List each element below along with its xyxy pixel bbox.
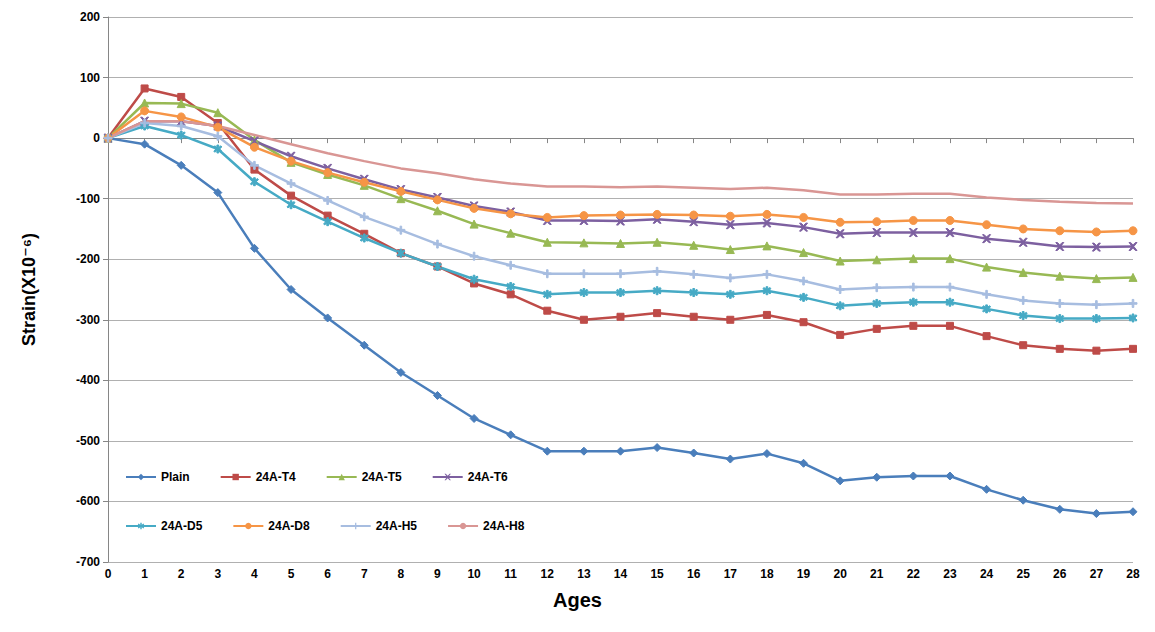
- svg-text:Strain(X10⁻⁶): Strain(X10⁻⁶): [19, 233, 39, 346]
- svg-text:0: 0: [93, 131, 100, 145]
- svg-text:24A-H8: 24A-H8: [483, 519, 525, 533]
- svg-text:21: 21: [870, 567, 884, 581]
- svg-text:24A-D5: 24A-D5: [161, 519, 203, 533]
- svg-text:16: 16: [687, 567, 701, 581]
- svg-text:200: 200: [80, 10, 100, 24]
- svg-text:5: 5: [288, 567, 295, 581]
- svg-text:18: 18: [760, 567, 774, 581]
- svg-text:0: 0: [105, 567, 112, 581]
- svg-text:20: 20: [833, 567, 847, 581]
- svg-text:7: 7: [361, 567, 368, 581]
- svg-text:14: 14: [614, 567, 628, 581]
- svg-text:24A-D8: 24A-D8: [268, 519, 310, 533]
- svg-text:6: 6: [324, 567, 331, 581]
- svg-text:-400: -400: [76, 373, 100, 387]
- svg-text:24: 24: [980, 567, 994, 581]
- svg-text:-200: -200: [76, 252, 100, 266]
- svg-text:12: 12: [541, 567, 555, 581]
- svg-text:9: 9: [434, 567, 441, 581]
- svg-text:Ages: Ages: [553, 589, 602, 611]
- svg-text:10: 10: [467, 567, 481, 581]
- svg-text:23: 23: [943, 567, 957, 581]
- svg-text:22: 22: [907, 567, 921, 581]
- svg-text:1: 1: [141, 567, 148, 581]
- svg-text:-600: -600: [76, 494, 100, 508]
- svg-text:24A-T6: 24A-T6: [468, 470, 508, 484]
- svg-text:2: 2: [178, 567, 185, 581]
- svg-text:8: 8: [398, 567, 405, 581]
- svg-text:4: 4: [251, 567, 258, 581]
- svg-text:Plain: Plain: [161, 470, 190, 484]
- svg-text:25: 25: [1016, 567, 1030, 581]
- svg-text:17: 17: [724, 567, 738, 581]
- svg-text:11: 11: [504, 567, 517, 581]
- svg-text:-500: -500: [76, 434, 100, 448]
- svg-text:26: 26: [1053, 567, 1067, 581]
- svg-text:-700: -700: [76, 555, 100, 569]
- svg-text:3: 3: [214, 567, 221, 581]
- svg-text:-300: -300: [76, 313, 100, 327]
- svg-text:24A-T5: 24A-T5: [362, 470, 402, 484]
- svg-text:-100: -100: [76, 192, 100, 206]
- svg-text:28: 28: [1126, 567, 1140, 581]
- svg-text:100: 100: [80, 71, 100, 85]
- svg-text:15: 15: [650, 567, 664, 581]
- svg-text:13: 13: [577, 567, 591, 581]
- svg-text:24A-T4: 24A-T4: [256, 470, 296, 484]
- svg-text:24A-H5: 24A-H5: [376, 519, 418, 533]
- svg-text:27: 27: [1090, 567, 1104, 581]
- svg-text:19: 19: [797, 567, 811, 581]
